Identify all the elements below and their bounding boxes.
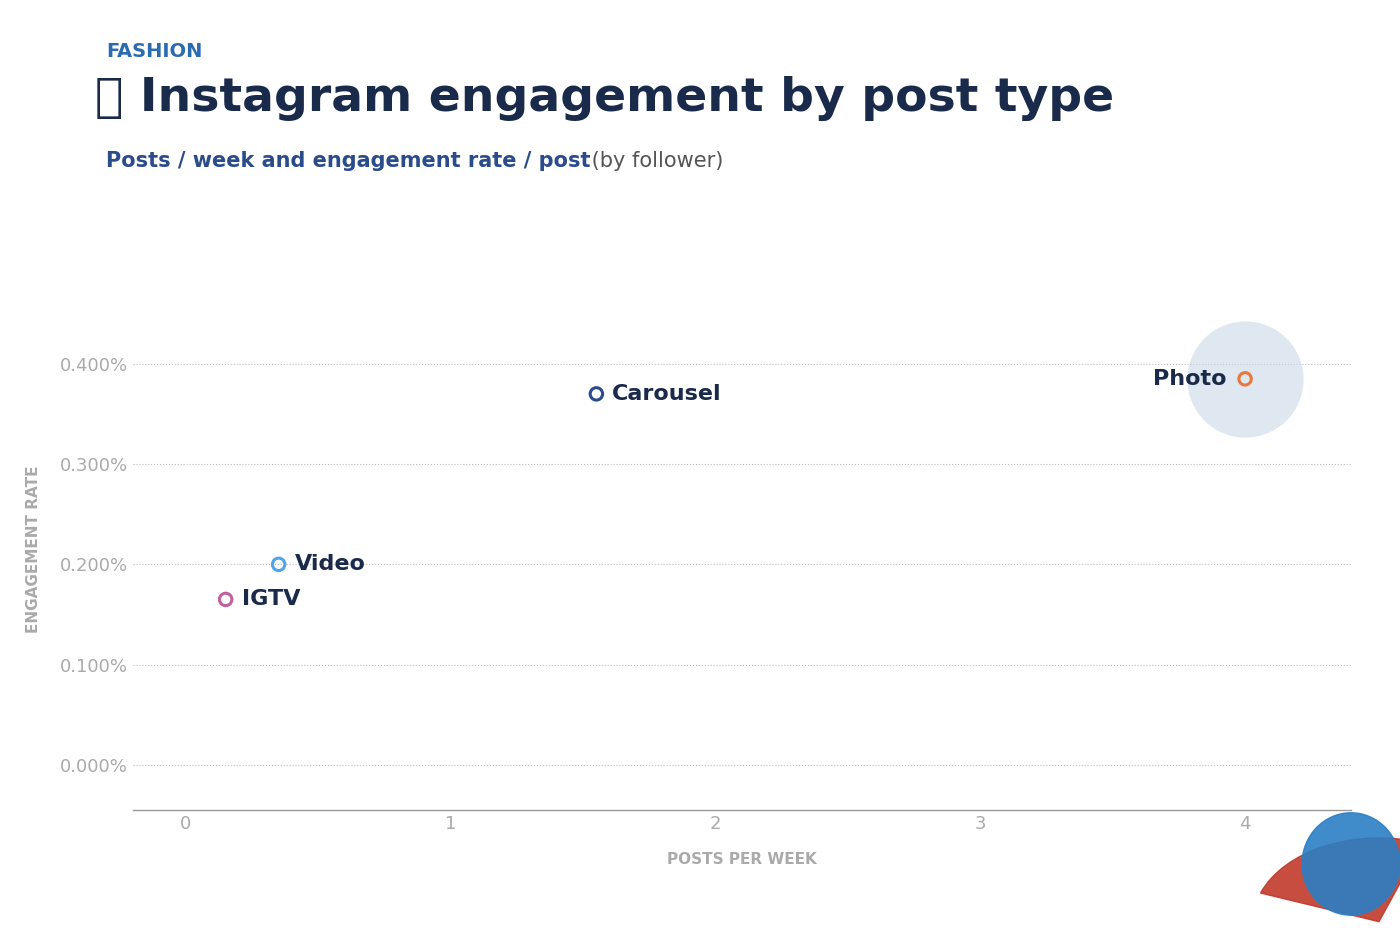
Point: [1233, 371, 1256, 386]
Point: [214, 592, 237, 607]
Point: [1233, 371, 1256, 386]
Text: Video: Video: [294, 554, 365, 574]
Y-axis label: ENGAGEMENT RATE: ENGAGEMENT RATE: [25, 466, 41, 633]
Point: [267, 557, 290, 572]
Text: Photo: Photo: [1154, 369, 1226, 389]
X-axis label: POSTS PER WEEK: POSTS PER WEEK: [668, 852, 816, 868]
Text: Carousel: Carousel: [612, 384, 722, 404]
Text: IGTV: IGTV: [242, 589, 300, 610]
Text: ⓘ Instagram engagement by post type: ⓘ Instagram engagement by post type: [95, 76, 1114, 121]
Text: FASHION: FASHION: [106, 42, 203, 61]
Text: Rival: Rival: [1194, 857, 1236, 872]
Text: (by follower): (by follower): [585, 151, 724, 170]
Text: IQ: IQ: [1204, 888, 1226, 907]
Point: [585, 386, 608, 401]
Text: Posts / week and engagement rate / post: Posts / week and engagement rate / post: [106, 151, 591, 170]
